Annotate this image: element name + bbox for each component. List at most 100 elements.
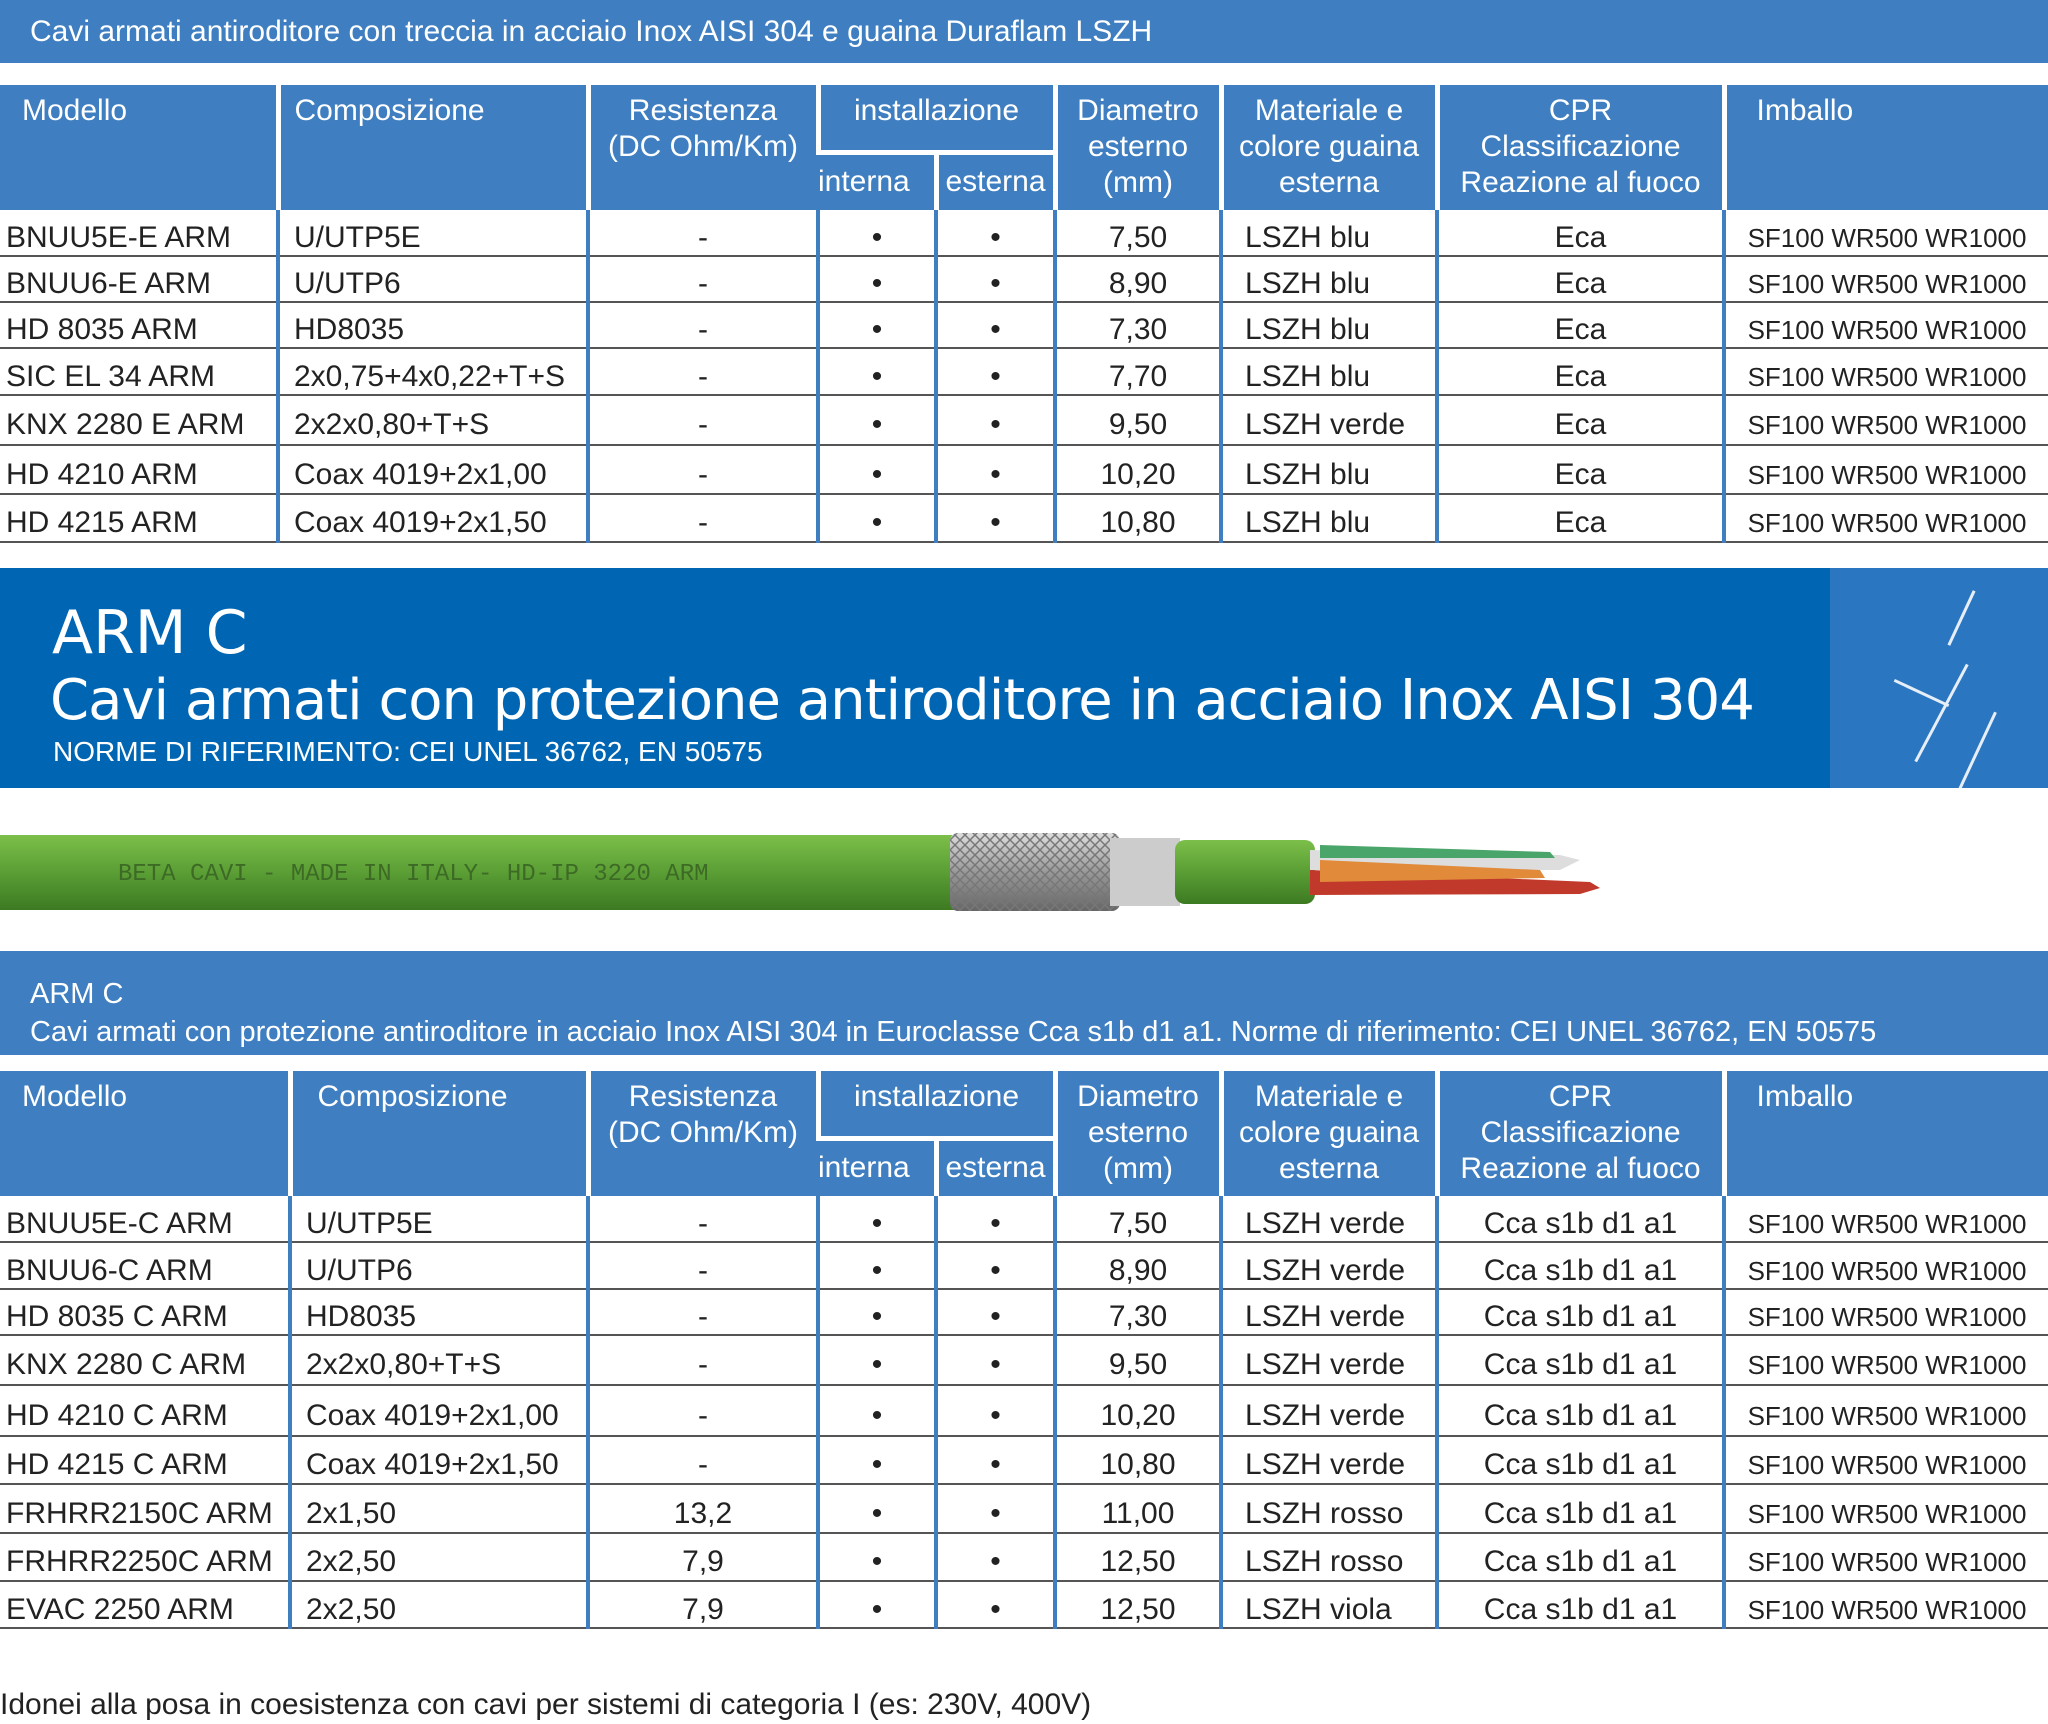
cell-resistenza: - (586, 1289, 818, 1336)
banner-title: Cavi armati con protezione antiroditore … (50, 668, 1755, 733)
cell-composizione: Coax 4019+2x1,50 (288, 1436, 588, 1485)
cell-diametro: 10,80 (1053, 1436, 1222, 1485)
cell-imballo: SF100 WR500 WR1000 (1722, 348, 2048, 396)
cell-cpr: Eca (1435, 302, 1725, 349)
cell-interna: • (816, 302, 936, 349)
cell-esterna: • (933, 302, 1056, 349)
table-row: HD 4210 ARM Coax 4019+2x1,00- • • 10,20 LSZH … (0, 445, 2048, 495)
cell-modello: HD 4215 C ARM (0, 1436, 290, 1485)
cell-esterna: • (933, 1289, 1056, 1336)
cell-materiale: LSZH verde (1219, 1385, 1438, 1437)
section1-title: Cavi armati antiroditore con treccia in … (0, 0, 2048, 63)
table-row: FRHRR2250C ARM 2x2,50 7,9 • • 12,50 LSZH rosso… (0, 1533, 2048, 1582)
header-imballo: Imballo (1721, 85, 2048, 210)
cell-materiale: LSZH verde (1219, 1242, 1438, 1290)
cell-imballo: SF100 WR500 WR1000 (1722, 1581, 2048, 1629)
table-row: KNX 2280 E ARM 2x2x0,80+T+S - • • 9,50 LSZH ve… (0, 395, 2048, 446)
cell-resistenza: - (586, 494, 818, 543)
cell-cpr: Cca s1b d1 a1 (1435, 1436, 1725, 1485)
header-esterna: esterna (933, 149, 1056, 210)
cell-imballo: SF100 WR500 WR1000 (1722, 210, 2048, 257)
cell-esterna: • (933, 1242, 1056, 1290)
cell-cpr: Cca s1b d1 a1 (1435, 1533, 1725, 1582)
header-imballo: Imballo (1721, 1071, 2048, 1196)
cell-composizione: HD8035 (288, 1289, 588, 1336)
cell-resistenza: 7,9 (586, 1533, 818, 1582)
cable-print: BETA CAVI - MADE IN ITALY- HD-IP 3220 AR… (118, 861, 709, 888)
cell-resistenza: - (586, 395, 818, 446)
banner-model: ARM C (52, 598, 248, 668)
section2-model: ARM C (30, 978, 124, 1010)
cell-materiale: LSZH verde (1219, 395, 1438, 446)
cell-modello: HD 4210 ARM (0, 445, 278, 495)
cell-imballo: SF100 WR500 WR1000 (1722, 445, 2048, 495)
table-row: HD 8035 C ARM HD8035- • • 7,30 LSZH verde Cca … (0, 1289, 2048, 1336)
header-composizione: Composizione (287, 1071, 588, 1196)
table-row: BNUU5E-E ARM U/UTP5E - • • 7,50 LSZH blu Eca SF1… (0, 210, 2048, 257)
cell-diametro: 12,50 (1053, 1533, 1222, 1582)
cell-imballo: SF100 WR500 WR1000 (1722, 1533, 2048, 1582)
cell-diametro: 9,50 (1053, 395, 1222, 446)
header-interna: interna (818, 1135, 936, 1196)
cell-resistenza: 7,9 (586, 1581, 818, 1629)
cell-materiale: LSZH blu (1219, 494, 1438, 543)
table-row: HD 4215 ARM Coax 4019+2x1,50- • • 10,80 LSZH … (0, 494, 2048, 543)
cell-diametro: 10,80 (1053, 494, 1222, 543)
cell-esterna: • (933, 494, 1056, 543)
cell-esterna: • (933, 1385, 1056, 1437)
cell-modello: BNUU6-C ARM (0, 1242, 290, 1290)
cell-composizione: 2x2x0,80+T+S (288, 1335, 588, 1386)
cell-interna: • (816, 348, 936, 396)
cell-materiale: LSZH verde (1219, 1289, 1438, 1336)
cell-interna: • (816, 1335, 936, 1386)
table-row: BNUU5E-C ARM U/UTP5E - • • 7,50 LSZH verde Cca … (0, 1196, 2048, 1243)
cable-image: BETA CAVI - MADE IN ITALY- HD-IP 3220 AR… (0, 833, 1600, 911)
cell-modello: KNX 2280 C ARM (0, 1335, 290, 1386)
cell-esterna: • (933, 1196, 1056, 1243)
cell-modello: EVAC 2250 ARM (0, 1581, 290, 1629)
header-installazione: installazione (815, 1071, 1056, 1138)
header-cpr: CPR Classificazione Reazione al fuoco (1434, 85, 1725, 210)
cell-modello: HD 4215 ARM (0, 494, 278, 543)
cell-composizione: Coax 4019+2x1,00 (288, 1385, 588, 1437)
cell-materiale: LSZH blu (1219, 445, 1438, 495)
cell-interna: • (816, 1196, 936, 1243)
cell-modello: HD 8035 C ARM (0, 1289, 290, 1336)
cell-esterna: • (933, 1484, 1056, 1534)
cell-diametro: 10,20 (1053, 1385, 1222, 1437)
cell-resistenza: - (586, 445, 818, 495)
cell-cpr: Cca s1b d1 a1 (1435, 1581, 1725, 1629)
cell-modello: BNUU5E-E ARM (0, 210, 278, 257)
cell-esterna: • (933, 1436, 1056, 1485)
cell-composizione: Coax 4019+2x1,50 (276, 494, 588, 543)
cell-composizione: 2x1,50 (288, 1484, 588, 1534)
cell-cpr: Eca (1435, 395, 1725, 446)
cell-cpr: Eca (1435, 256, 1725, 303)
cell-composizione: U/UTP5E (288, 1196, 588, 1243)
header-diametro: Diametro esterno (mm) (1052, 85, 1222, 210)
header-interna: interna (818, 149, 936, 210)
cell-imballo: SF100 WR500 WR1000 (1722, 1242, 2048, 1290)
cell-interna: • (816, 1581, 936, 1629)
cell-composizione: Coax 4019+2x1,00 (276, 445, 588, 495)
header-modello: Modello (0, 85, 278, 210)
table-row: KNX 2280 C ARM 2x2x0,80+T+S - • • 9,50 LSZH ve… (0, 1335, 2048, 1386)
cell-diametro: 9,50 (1053, 1335, 1222, 1386)
cell-modello: FRHRR2250C ARM (0, 1533, 290, 1582)
header-resistenza: Resistenza (DC Ohm/Km) (585, 1071, 818, 1196)
cell-diametro: 7,30 (1053, 1289, 1222, 1336)
cell-modello: KNX 2280 E ARM (0, 395, 278, 446)
cell-diametro: 8,90 (1053, 256, 1222, 303)
cell-interna: • (816, 494, 936, 543)
cell-cpr: Cca s1b d1 a1 (1435, 1385, 1725, 1437)
cell-imballo: SF100 WR500 WR1000 (1722, 494, 2048, 543)
table-row: EVAC 2250 ARM 2x2,50 7,9 • • 12,50 LSZH viola C… (0, 1581, 2048, 1629)
cell-composizione: 2x0,75+4x0,22+T+S (276, 348, 588, 396)
cell-resistenza: - (586, 1242, 818, 1290)
header-composizione: Composizione (275, 85, 588, 210)
cell-materiale: LSZH rosso (1219, 1484, 1438, 1534)
header-esterna: esterna (933, 1135, 1056, 1196)
cell-cpr: Cca s1b d1 a1 (1435, 1484, 1725, 1534)
cell-imballo: SF100 WR500 WR1000 (1722, 1335, 2048, 1386)
cell-diametro: 12,50 (1053, 1581, 1222, 1629)
